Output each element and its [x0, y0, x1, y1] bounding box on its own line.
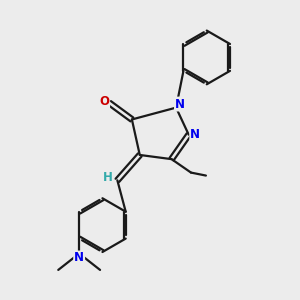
- Text: N: N: [74, 251, 84, 265]
- Text: O: O: [99, 95, 109, 108]
- Text: H: H: [103, 171, 113, 184]
- Text: N: N: [175, 98, 185, 110]
- Text: N: N: [190, 128, 200, 141]
